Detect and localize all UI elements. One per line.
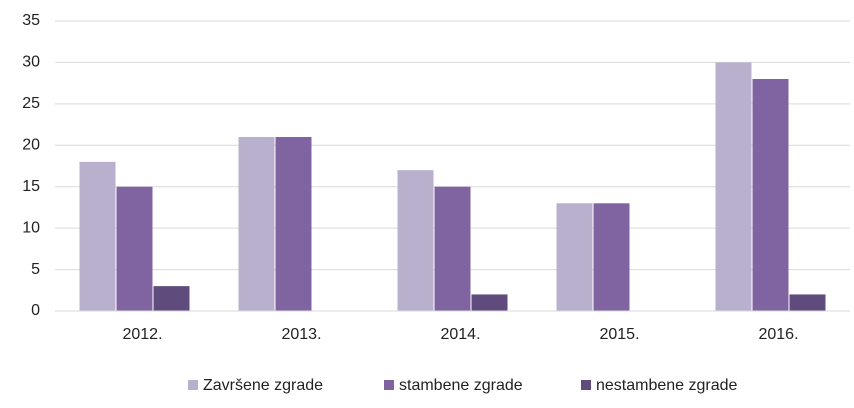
bar	[715, 62, 752, 311]
x-tick-label: 2015.	[599, 326, 639, 343]
bar	[397, 170, 434, 311]
y-tick-label: 20	[22, 137, 40, 154]
legend-label: Završene zgrade	[203, 377, 323, 394]
bar	[116, 186, 153, 311]
bar	[238, 137, 275, 311]
legend-label: nestambene zgrade	[596, 377, 738, 394]
y-tick-label: 5	[31, 261, 40, 278]
y-tick-label: 10	[22, 219, 40, 236]
bar	[471, 294, 508, 311]
legend-swatch	[581, 380, 591, 390]
legend-swatch	[188, 380, 198, 390]
y-tick-label: 30	[22, 54, 40, 71]
x-tick-label: 2014.	[440, 326, 480, 343]
x-tick-label: 2012.	[122, 326, 162, 343]
y-tick-label: 35	[22, 12, 40, 29]
y-tick-label: 15	[22, 178, 40, 195]
y-tick-label: 0	[31, 302, 40, 319]
bar	[275, 137, 312, 311]
x-tick-label: 2013.	[281, 326, 321, 343]
bar	[789, 294, 826, 311]
bar	[153, 286, 190, 311]
legend-swatch	[384, 380, 394, 390]
bar	[593, 203, 630, 311]
y-tick-label: 25	[22, 95, 40, 112]
bar	[79, 161, 116, 311]
x-tick-label: 2016.	[758, 326, 798, 343]
bar	[434, 186, 471, 311]
bar	[556, 203, 593, 311]
legend-label: stambene zgrade	[399, 377, 523, 394]
bar	[752, 79, 789, 311]
